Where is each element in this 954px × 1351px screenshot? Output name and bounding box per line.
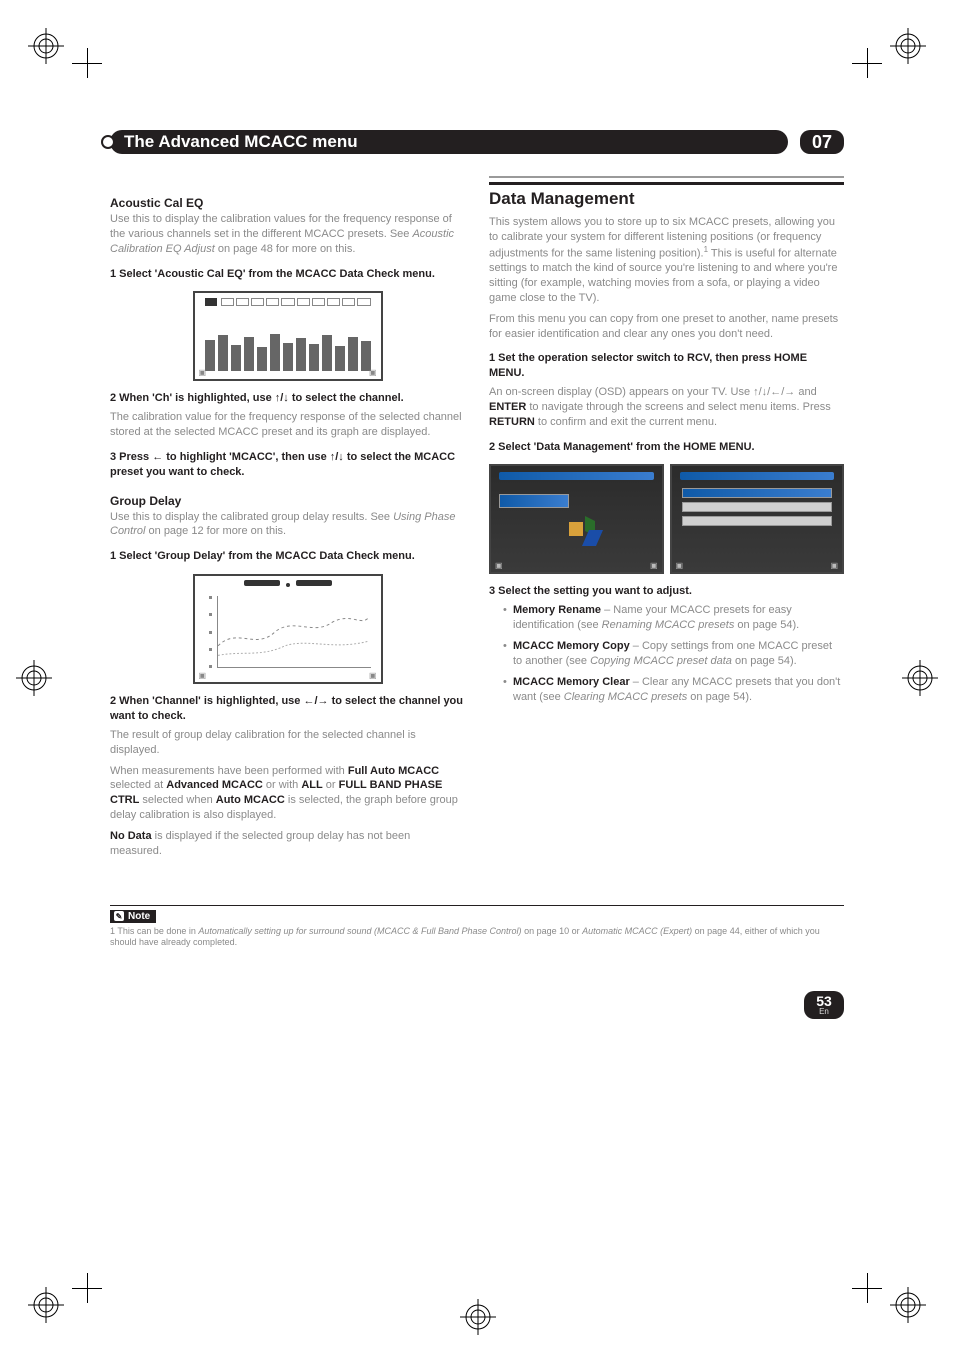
no-data-desc: No Data is displayed if the selected gro… — [110, 829, 465, 859]
reg-mark-tr — [890, 28, 926, 64]
chapter-title: The Advanced MCACC menu — [110, 130, 788, 154]
footnote-1: 1 This can be done in Automatically sett… — [110, 926, 844, 949]
corner-icon: ▣ — [369, 368, 377, 377]
crop-mark — [852, 48, 882, 78]
bullet-memory-clear: MCACC Memory Clear – Clear any MCACC pre… — [503, 675, 844, 705]
reg-mark-bc — [460, 1299, 496, 1335]
data-mgmt-screenshot: ▣ ▣ — [670, 464, 845, 574]
note-label: ✎ Note — [110, 910, 156, 923]
group-delay-desc: Use this to display the calibrated group… — [110, 510, 465, 540]
group-delay-heading: Group Delay — [110, 494, 465, 508]
data-management-heading: Data Management — [489, 182, 844, 209]
reg-mark-tl — [28, 28, 64, 64]
osd-desc: An on-screen display (OSD) appears on yo… — [489, 385, 844, 430]
settings-list: Memory Rename – Name your MCACC presets … — [489, 603, 844, 704]
corner-icon: ▣ — [676, 561, 684, 570]
reg-mark-bl — [28, 1287, 64, 1323]
group-delay-result-desc: The result of group delay calibration fo… — [110, 728, 465, 758]
corner-icon: ▣ — [369, 671, 377, 680]
reg-mark-ml — [16, 660, 52, 696]
acoustic-cal-eq-heading: Acoustic Cal EQ — [110, 196, 465, 210]
step-select-setting: 3 Select the setting you want to adjust. — [489, 584, 844, 599]
full-auto-mcacc-desc: When measurements have been performed wi… — [110, 764, 465, 823]
reg-mark-br — [890, 1287, 926, 1323]
step-channel-highlighted: 2 When 'Channel' is highlighted, use ←/→… — [110, 694, 465, 724]
screenshot-pair: ▣ ▣ ▣ ▣ — [489, 464, 844, 574]
acoustic-cal-eq-desc: Use this to display the calibration valu… — [110, 212, 465, 257]
figure-eq-graph: ▣ ▣ — [110, 291, 465, 381]
step-select-data-mgmt: 2 Select 'Data Management' from the HOME… — [489, 440, 844, 455]
crop-mark — [72, 48, 102, 78]
step-select-acoustic-cal-eq: 1 Select 'Acoustic Cal EQ' from the MCAC… — [110, 267, 465, 282]
page-number-badge: 53 En — [804, 991, 844, 1019]
page-content: The Advanced MCACC menu 07 Acoustic Cal … — [110, 130, 844, 949]
corner-icon: ▣ — [199, 671, 207, 680]
crop-mark — [72, 1273, 102, 1303]
reg-mark-mr — [902, 660, 938, 696]
home-menu-screenshot: ▣ ▣ — [489, 464, 664, 574]
right-column: Data Management This system allows you t… — [489, 182, 844, 865]
corner-icon: ▣ — [650, 561, 658, 570]
corner-icon: ▣ — [199, 368, 207, 377]
chapter-title-text: The Advanced MCACC menu — [124, 132, 358, 152]
chapter-number: 07 — [800, 130, 844, 154]
step-select-group-delay: 1 Select 'Group Delay' from the MCACC Da… — [110, 549, 465, 564]
chapter-header: The Advanced MCACC menu 07 — [110, 130, 844, 154]
crop-mark — [852, 1273, 882, 1303]
figure-group-delay: ▣ ▣ — [110, 574, 465, 684]
step-select-channel: 2 When 'Ch' is highlighted, use ↑/↓ to s… — [110, 391, 465, 406]
left-column: Acoustic Cal EQ Use this to display the … — [110, 182, 465, 865]
data-management-desc2: From this menu you can copy from one pre… — [489, 312, 844, 342]
data-management-desc: This system allows you to store up to si… — [489, 215, 844, 306]
pencil-icon: ✎ — [114, 911, 124, 921]
corner-icon: ▣ — [830, 561, 838, 570]
corner-icon: ▣ — [495, 561, 503, 570]
calibration-value-desc: The calibration value for the frequency … — [110, 410, 465, 440]
bullet-memory-rename: Memory Rename – Name your MCACC presets … — [503, 603, 844, 633]
step-set-selector: 1 Set the operation selector switch to R… — [489, 351, 844, 381]
note-separator — [110, 905, 844, 906]
note-label-text: Note — [128, 911, 150, 922]
bullet-memory-copy: MCACC Memory Copy – Copy settings from o… — [503, 639, 844, 669]
step-highlight-mcacc: 3 Press ← to highlight 'MCACC', then use… — [110, 450, 465, 480]
page-lang: En — [804, 1007, 844, 1019]
